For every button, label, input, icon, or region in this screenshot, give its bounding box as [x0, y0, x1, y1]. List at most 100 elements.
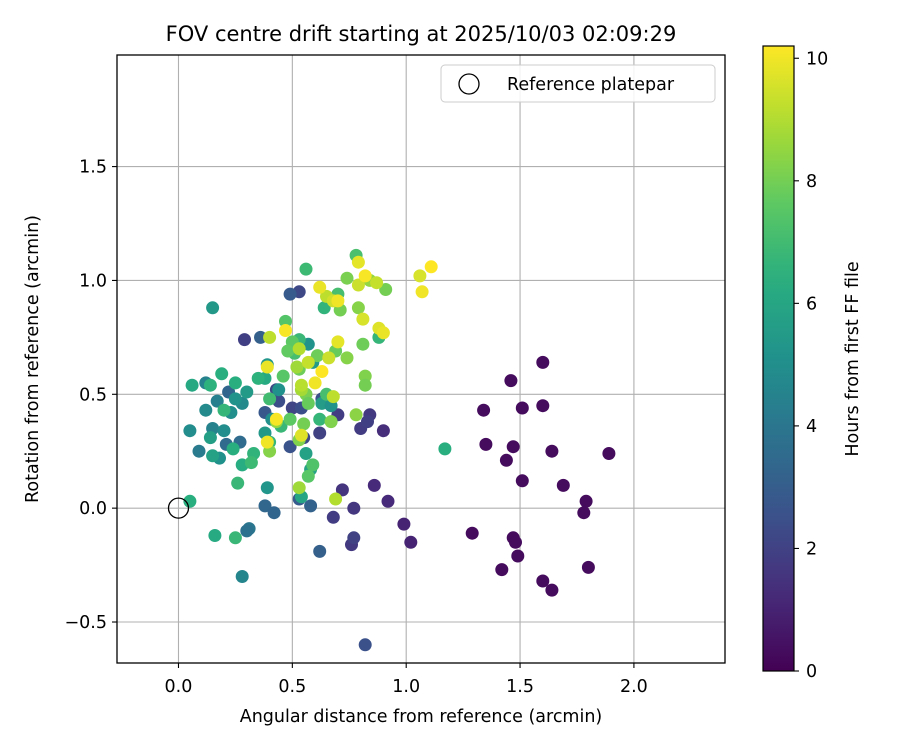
data-point — [545, 444, 559, 458]
colorbar-ticks: 0 2 4 6 8 10 — [794, 49, 828, 682]
data-point — [272, 383, 286, 397]
data-point — [331, 294, 345, 308]
data-point — [347, 531, 361, 545]
data-point — [299, 447, 313, 460]
data-point — [424, 260, 438, 274]
data-point — [438, 442, 452, 456]
data-point — [217, 403, 231, 417]
data-point — [349, 408, 363, 422]
data-point — [285, 401, 299, 415]
data-point — [315, 365, 329, 378]
data-point — [376, 326, 390, 340]
data-point — [477, 403, 491, 417]
data-point — [263, 330, 277, 344]
data-point — [331, 335, 345, 349]
data-point — [276, 369, 290, 383]
data-point — [263, 392, 277, 406]
data-point — [479, 437, 493, 451]
data-point — [313, 280, 327, 294]
data-point — [361, 415, 374, 429]
chart-title: FOV centre drift starting at 2025/10/03 … — [166, 22, 677, 46]
data-point — [506, 440, 520, 454]
data-point — [228, 392, 242, 406]
data-point — [290, 360, 304, 374]
data-point — [279, 314, 292, 328]
colorbar-tick-label: 4 — [806, 417, 817, 437]
y-tick-label: 1.0 — [79, 271, 107, 291]
plot-area — [116, 54, 726, 664]
data-point — [308, 376, 322, 390]
data-point — [356, 312, 370, 326]
data-point — [515, 474, 529, 488]
data-point — [581, 560, 595, 574]
data-point — [251, 371, 265, 385]
x-tick-label: 1.0 — [392, 677, 420, 697]
data-point — [260, 435, 274, 449]
data-point — [536, 574, 550, 588]
colorbar-tick-label: 0 — [806, 662, 817, 682]
data-point — [324, 415, 338, 429]
data-point — [217, 424, 231, 438]
data-point — [294, 428, 308, 442]
data-point — [292, 342, 306, 356]
data-point — [358, 269, 372, 283]
data-point — [183, 494, 197, 508]
data-point — [326, 510, 340, 524]
data-point — [260, 360, 274, 374]
data-point — [199, 403, 213, 417]
data-point — [203, 378, 217, 392]
data-point — [415, 285, 429, 299]
data-point — [235, 570, 249, 583]
data-point — [226, 442, 240, 456]
y-tick-label: −0.5 — [65, 613, 108, 633]
data-point — [404, 535, 418, 549]
data-point — [269, 412, 283, 426]
x-tick-label: 0.0 — [165, 677, 193, 697]
data-point — [210, 394, 224, 408]
data-point — [370, 276, 384, 290]
x-axis-label: Angular distance from reference (arcmin) — [240, 707, 603, 727]
grid-lines — [117, 55, 725, 663]
data-point — [504, 374, 518, 388]
data-point — [499, 453, 513, 467]
data-point — [326, 390, 340, 404]
reference-platepar-marker — [167, 497, 190, 519]
data-point — [304, 499, 318, 513]
data-point — [347, 501, 361, 515]
data-point — [301, 469, 315, 483]
data-point — [208, 529, 222, 542]
legend-label: Reference platepar — [507, 75, 675, 95]
data-point — [367, 478, 381, 492]
data-point — [294, 378, 308, 392]
data-point — [579, 494, 593, 508]
data-point — [283, 287, 297, 301]
data-point — [260, 481, 274, 495]
data-point — [545, 583, 559, 597]
data-point — [206, 301, 220, 315]
data-point — [299, 262, 313, 276]
data-point — [254, 330, 267, 344]
data-point — [329, 492, 343, 506]
data-point — [340, 351, 354, 365]
data-point — [279, 324, 292, 337]
data-point — [240, 385, 254, 399]
data-point — [351, 301, 365, 315]
data-points — [167, 248, 616, 652]
data-point — [281, 344, 295, 358]
data-point — [313, 426, 327, 440]
data-point — [340, 271, 354, 285]
data-point — [283, 412, 297, 426]
data-point — [228, 531, 242, 545]
x-axis: 0.0 0.5 1.0 1.5 2.0 — [165, 663, 648, 697]
data-point — [376, 424, 390, 438]
data-point — [206, 449, 220, 463]
data-point — [358, 378, 372, 392]
data-point — [509, 535, 522, 549]
data-point — [356, 337, 370, 351]
data-point — [381, 494, 395, 508]
data-point — [238, 333, 251, 347]
data-point — [310, 349, 324, 363]
data-point — [577, 506, 591, 520]
colorbar-tick-label: 6 — [806, 294, 817, 314]
